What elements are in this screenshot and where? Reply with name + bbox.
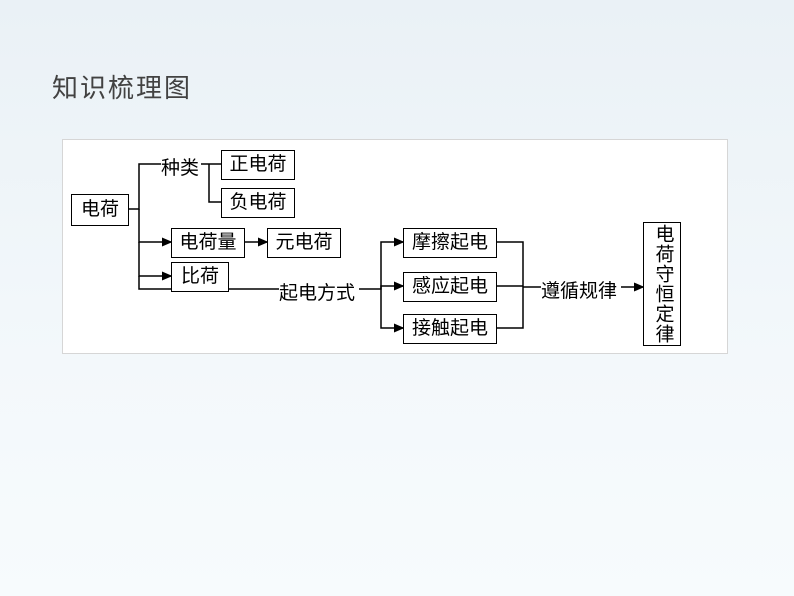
edge xyxy=(139,242,171,276)
node-induc: 感应起电 xyxy=(403,272,497,302)
node-ratio: 比荷 xyxy=(171,262,229,292)
node-qty: 电荷量 xyxy=(171,228,245,258)
node-root: 电荷 xyxy=(71,194,129,226)
node-elem: 元电荷 xyxy=(267,228,341,258)
page-title: 知识梳理图 xyxy=(52,68,192,105)
edge xyxy=(209,164,221,202)
node-pos: 正电荷 xyxy=(221,150,295,180)
node-neg: 负电荷 xyxy=(221,188,295,218)
edge xyxy=(381,286,403,289)
page-title-text: 知识梳理图 xyxy=(52,74,192,103)
edge xyxy=(127,164,161,209)
edge xyxy=(495,287,523,328)
edge xyxy=(139,209,171,242)
concept-diagram: 电荷 正电荷负电荷电荷量元电荷比荷 摩擦起电感应起电接触起电 电荷守恒定律 种类起电方式… xyxy=(62,139,728,354)
label-method: 起电方式 xyxy=(279,278,355,305)
edge xyxy=(381,289,403,328)
node-contact: 接触起电 xyxy=(403,314,497,344)
edge xyxy=(495,242,523,287)
node-law: 电荷守恒定律 xyxy=(643,222,681,346)
label-rule: 遵循规律 xyxy=(541,276,617,303)
node-fric: 摩擦起电 xyxy=(403,228,497,258)
label-kind: 种类 xyxy=(161,153,199,180)
edge xyxy=(359,242,403,289)
